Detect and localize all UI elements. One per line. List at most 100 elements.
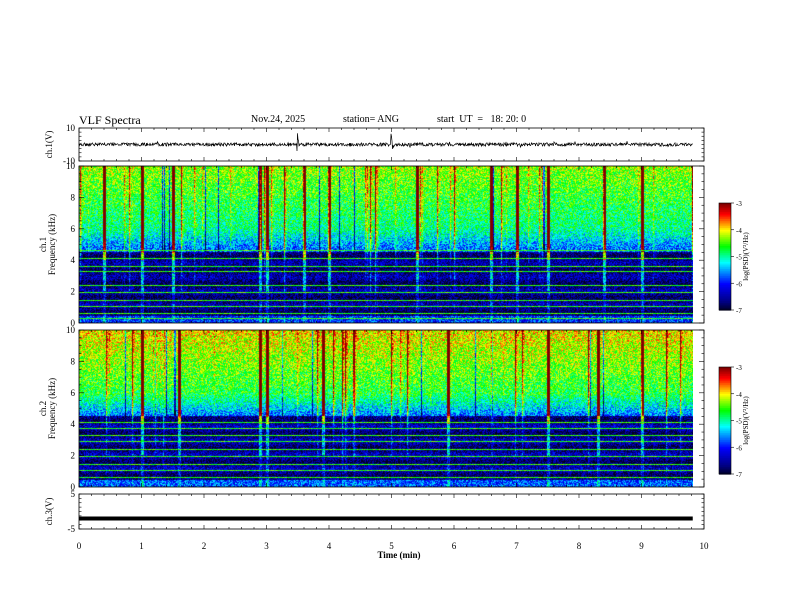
colorbar-cell (719, 288, 731, 291)
colorbar-cell (719, 252, 731, 256)
colorbar-cell (719, 231, 731, 234)
colorbar-cell (719, 236, 731, 240)
colorbar-cell (719, 395, 731, 398)
x-tick-label: 9 (639, 541, 644, 551)
colorbar-cell (719, 270, 731, 274)
ch1-waveform-ylabel: ch.1(V) (44, 131, 54, 159)
colorbar-tick-label: -5 (736, 254, 742, 262)
colorbar-cell (719, 386, 731, 389)
y-tick-label: 4 (71, 255, 76, 265)
colorbar-tick-label: -3 (736, 200, 742, 208)
colorbar-cell (719, 304, 731, 308)
colorbar-cell (719, 210, 731, 213)
x-tick-label: 5 (389, 541, 394, 551)
y-tick-label: 6 (71, 388, 76, 398)
colorbar-cell (719, 390, 731, 393)
ch1-waveform-series (78, 133, 693, 152)
colorbar-cell (719, 267, 731, 270)
colorbar-cell (719, 277, 731, 281)
colorbar-cell (719, 306, 731, 309)
y-tick-label: 0 (71, 482, 76, 492)
colorbar-cell (719, 454, 731, 457)
y-tick-label: 8 (71, 192, 76, 202)
date-label: Nov.24, 2025 (251, 114, 306, 125)
colorbar-tick-label: -7 (736, 471, 742, 479)
ch2-spectrogram-ylabel-frequency: Frequency (kHz) (47, 378, 57, 439)
colorbar-cell (719, 233, 731, 236)
colorbar-cell (719, 429, 731, 432)
colorbar-cell (719, 449, 731, 452)
ch3-waveform-ylabel: ch.3(V) (44, 498, 54, 526)
x-tick-label: 8 (577, 541, 582, 551)
colorbar-cell (719, 240, 731, 243)
colorbar-cell (719, 256, 731, 259)
colorbar-cell (719, 261, 731, 265)
colorbar-cell (719, 374, 731, 377)
x-tick-label: 0 (77, 541, 82, 551)
ch1-waveform-frame (78, 127, 705, 162)
colorbar-cell (719, 465, 731, 468)
colorbar-cell (719, 367, 731, 370)
y-tick-label: 0 (71, 318, 76, 328)
colorbar-cell (719, 409, 731, 413)
ch1-colorbar: -3 -4 -5 -6 -7 log(PSD)(V²/Hz) (718, 200, 750, 315)
colorbar-cell (719, 263, 731, 267)
colorbar-cell (719, 413, 731, 416)
colorbar-cell (719, 285, 731, 288)
ch3-waveform-axes: 5 -5 ch.3(V) (44, 489, 705, 534)
x-tick-label: 3 (264, 541, 269, 551)
colorbar-cell (719, 440, 731, 443)
colorbar-cell (719, 258, 731, 261)
colorbar-cell (719, 457, 731, 461)
colorbar-cell (719, 204, 731, 208)
colorbar-cell (719, 397, 731, 400)
colorbar-cell (719, 272, 731, 275)
colorbar-cell (719, 406, 731, 409)
ch2-heatmap (79, 330, 693, 487)
colorbar-cell (719, 436, 731, 439)
colorbar-cell (719, 372, 731, 375)
chart-title: VLF Spectra (79, 113, 141, 127)
colorbar-cell (719, 447, 731, 450)
colorbar-cell (719, 450, 731, 454)
y-tick-label: 10 (66, 123, 76, 133)
colorbar-cell (719, 441, 731, 445)
colorbar-cell (719, 299, 731, 302)
colorbar-cell (719, 220, 731, 224)
y-tick-label: 2 (71, 287, 76, 297)
colorbar-cell (719, 219, 731, 222)
colorbar-cell (719, 443, 731, 447)
colorbar-cell (719, 432, 731, 436)
colorbar-cell (719, 249, 731, 252)
colorbar-cell (719, 420, 731, 423)
colorbar-cell (719, 274, 731, 277)
y-tick-label: -10 (63, 156, 75, 166)
colorbar-cell (719, 472, 731, 475)
colorbar-cell (719, 470, 731, 473)
y-tick-label: 5 (71, 489, 76, 499)
ch2-spectrogram-ylabel-channel: ch.2 (38, 401, 48, 416)
colorbar-cell (719, 400, 731, 404)
colorbar-cell (719, 383, 731, 386)
colorbar-cell (719, 242, 731, 245)
colorbar-cell (719, 418, 731, 422)
x-tick-label: 10 (700, 541, 710, 551)
colorbar-cell (719, 260, 731, 263)
start-time-label: start UT = 18: 20: 0 (437, 114, 527, 125)
y-tick-label: 10 (66, 325, 76, 335)
colorbar-cell (719, 422, 731, 425)
colorbar-cell (719, 217, 731, 220)
colorbar-cell (719, 434, 731, 438)
ch1-spectrogram-ylabel-frequency: Frequency (kHz) (47, 214, 57, 275)
colorbar-cell (719, 459, 731, 463)
colorbar-cell (719, 388, 731, 391)
colorbar-cell (719, 293, 731, 297)
colorbar-cell (719, 251, 731, 254)
x-tick-label: 2 (202, 541, 207, 551)
y-tick-label: 10 (66, 161, 76, 171)
colorbar-cell (719, 227, 731, 231)
colorbar-cell (719, 416, 731, 420)
ch2-spectrogram-axes: 0 2 4 6 8 10 ch.2 Frequency (kHz) (38, 325, 705, 492)
x-tick-label: 7 (514, 541, 519, 551)
colorbar-cell (719, 393, 731, 397)
